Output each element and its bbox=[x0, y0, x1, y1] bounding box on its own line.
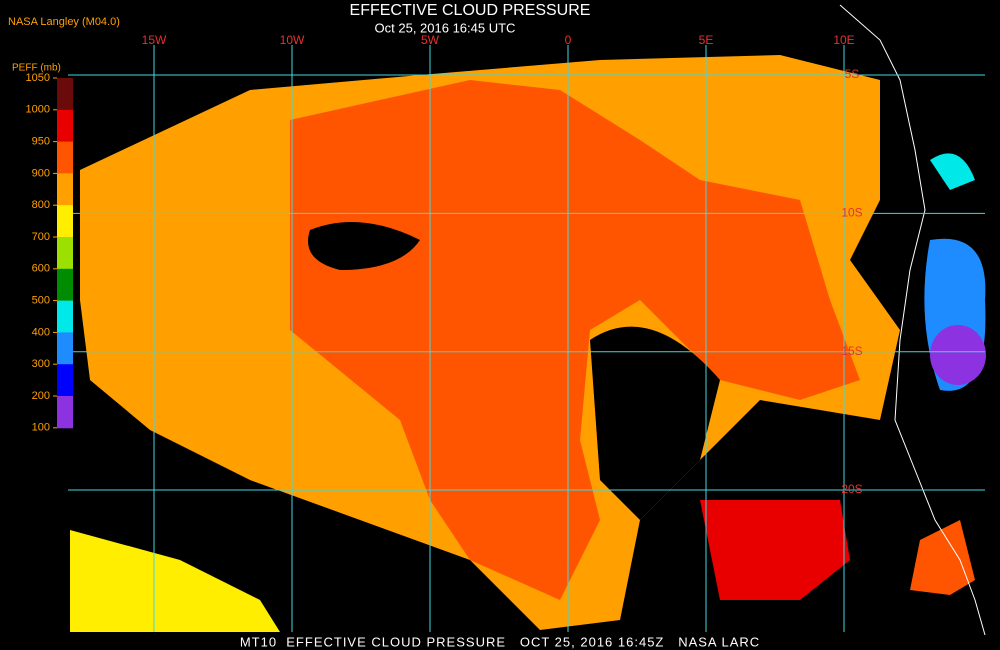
colorbar-tick-label: 200 bbox=[32, 390, 50, 402]
cloud-yellow bbox=[70, 530, 280, 632]
map-title: EFFECTIVE CLOUD PRESSURE bbox=[350, 2, 591, 19]
coastline bbox=[839, 4, 986, 636]
cloud-dark-orange bbox=[910, 520, 975, 595]
colorbar-label: PEFF (mb) bbox=[12, 63, 61, 74]
colorbar-segment bbox=[57, 396, 73, 429]
clear-patch bbox=[590, 326, 720, 520]
colorbar-tick-label: 800 bbox=[32, 199, 50, 211]
colorbar-segment bbox=[57, 78, 73, 111]
footer: MT10 EFFECTIVE CLOUD PRESSURE OCT 25, 20… bbox=[240, 634, 760, 649]
map-subtitle: Oct 25, 2016 16:45 UTC bbox=[375, 20, 516, 35]
graticule: 15W 10W 5W 0 5E 10E 5S 10S 15S 20S bbox=[68, 33, 985, 632]
colorbar-segment bbox=[57, 300, 73, 333]
colorbar-segment bbox=[57, 237, 73, 270]
colorbar-tick-label: 900 bbox=[32, 167, 50, 179]
lat-label: 5S bbox=[845, 67, 860, 81]
colorbar-tick-label: 500 bbox=[32, 295, 50, 307]
colorbar: 1050 1000 950 900 800 700 600 500 400 300 200 100 bbox=[26, 72, 73, 434]
colorbar-tick-label: 950 bbox=[32, 136, 50, 148]
lat-label: 20S bbox=[841, 482, 862, 496]
colorbar-segment bbox=[57, 173, 73, 206]
cloud-cyan bbox=[930, 153, 975, 190]
cloud-dark-orange bbox=[290, 80, 860, 600]
colorbar-segment bbox=[57, 109, 73, 143]
lon-label: 5E bbox=[699, 33, 714, 47]
clear-patch bbox=[308, 222, 420, 270]
lon-label: 10W bbox=[280, 33, 305, 47]
cloud-red bbox=[700, 500, 850, 600]
colorbar-tick-label: 1000 bbox=[26, 104, 50, 116]
colorbar-segment bbox=[57, 268, 73, 302]
colorbar-segment bbox=[57, 364, 73, 397]
lon-label: 10E bbox=[833, 33, 854, 47]
colorbar-tick-label: 600 bbox=[32, 263, 50, 275]
lat-label: 10S bbox=[841, 206, 862, 220]
lon-label: 0 bbox=[565, 33, 572, 47]
colorbar-segment bbox=[57, 332, 73, 365]
colorbar-tick-label: 1050 bbox=[26, 72, 50, 84]
lat-label: 15S bbox=[841, 344, 862, 358]
source-label: NASA Langley (M04.0) bbox=[8, 16, 120, 28]
cloud-field bbox=[70, 55, 986, 632]
cloud-purple bbox=[930, 325, 986, 385]
colorbar-tick-label: 700 bbox=[32, 231, 50, 243]
colorbar-segment bbox=[57, 141, 73, 174]
colorbar-tick-label: 100 bbox=[32, 422, 50, 434]
colorbar-tick-label: 400 bbox=[32, 326, 50, 338]
lon-label: 15W bbox=[142, 33, 167, 47]
colorbar-segment bbox=[57, 205, 73, 238]
lon-label: 5W bbox=[421, 33, 440, 47]
colorbar-tick-label: 300 bbox=[32, 358, 50, 370]
